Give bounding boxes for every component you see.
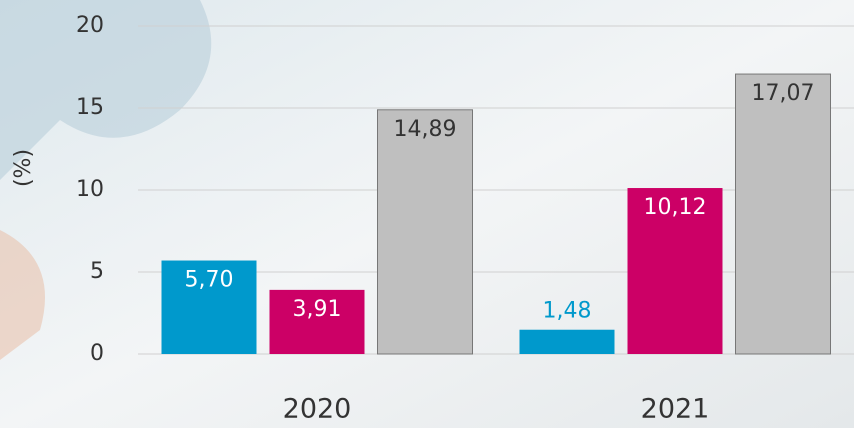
bar	[519, 329, 615, 354]
background-shape	[0, 230, 45, 360]
x-tick-label: 2020	[283, 394, 352, 425]
bar	[377, 109, 473, 355]
bar	[269, 289, 365, 354]
data-label: 14,89	[394, 117, 457, 142]
y-tick-label: 10	[76, 177, 104, 202]
data-label: 3,91	[293, 297, 342, 322]
bar	[161, 260, 257, 354]
bar	[735, 73, 831, 355]
y-tick-label: 0	[90, 341, 104, 366]
data-label: 1,48	[543, 299, 592, 324]
y-tick-label: 5	[90, 259, 104, 284]
y-tick-label: 20	[76, 13, 104, 38]
data-label: 5,70	[185, 268, 234, 293]
x-tick-label: 2021	[641, 394, 710, 425]
background-shape	[0, 0, 212, 180]
data-label: 10,12	[644, 195, 707, 220]
y-axis-label: (%)	[11, 149, 36, 187]
bar	[627, 188, 723, 354]
y-tick-label: 15	[76, 95, 104, 120]
data-label: 17,07	[752, 81, 815, 106]
